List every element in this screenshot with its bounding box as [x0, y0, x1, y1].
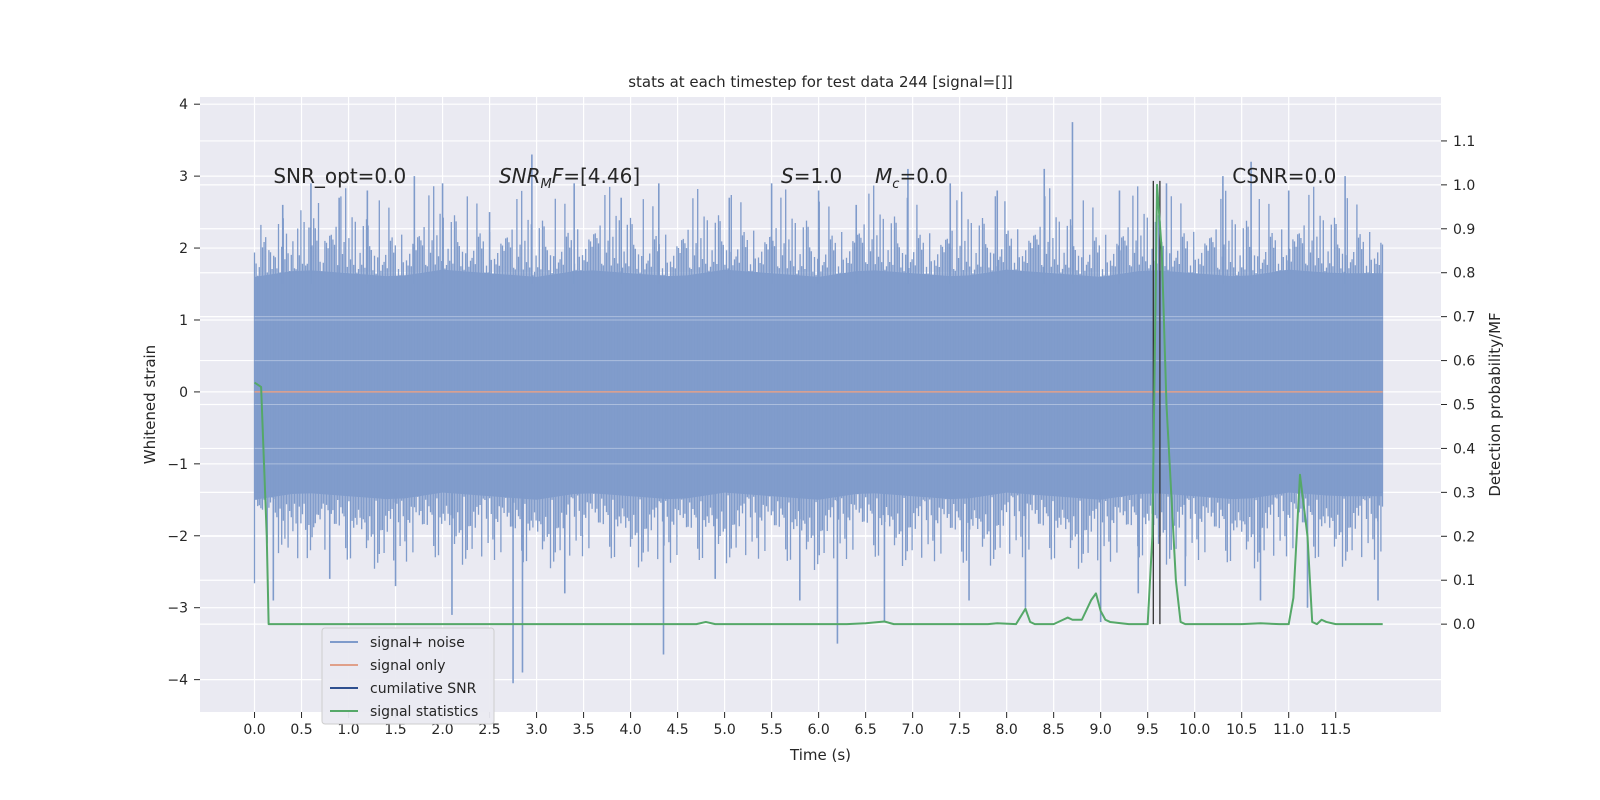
x-tick-label: 3.0	[525, 722, 547, 738]
y-right-tick-label: 0.5	[1453, 398, 1475, 414]
y-axis-left-label: Whitened strain	[141, 345, 159, 464]
chart-title: stats at each timestep for test data 244…	[628, 73, 1013, 91]
annotation: Mc=0.0	[875, 164, 948, 192]
y-left-tick-label: 0	[179, 385, 188, 401]
annotation-part: M	[541, 177, 552, 192]
legend-entry: cumilative SNR	[370, 681, 477, 697]
x-tick-label: 11.5	[1320, 722, 1351, 738]
y-left-tick-label: −4	[167, 673, 188, 689]
y-left-tick-label: 3	[179, 169, 188, 185]
x-tick-label: 0.0	[243, 722, 265, 738]
annotation-part: CSNR=0.0	[1232, 164, 1336, 188]
annotation-part: c	[892, 177, 899, 192]
x-tick-label: 9.5	[1137, 722, 1159, 738]
x-tick-label: 11.0	[1273, 722, 1304, 738]
axes: 0.0 0.5 1.0 1.5 2.0 2.5 3.0 3.5 4.0 4.5 5.0 5.5 6.0 6…	[167, 97, 1475, 738]
y-left-tick-label: −1	[167, 457, 188, 473]
y-right-tick-label: 0.6	[1453, 354, 1475, 370]
x-tick-label: 2.5	[478, 722, 500, 738]
annotation: SNRMF=[4.46]	[499, 164, 640, 192]
annotations: SNR_opt=0.0 SNRMF=[4.46] S=1.0 Mc=0.0 CSNR=0…	[273, 164, 1336, 192]
annotation-part: F	[552, 164, 564, 188]
annotation: S=1.0	[781, 164, 842, 188]
annotation-part: =1.0	[794, 164, 843, 188]
annotation: CSNR=0.0	[1232, 164, 1336, 188]
x-tick-label: 6.0	[807, 722, 829, 738]
x-tick-label: 5.5	[760, 722, 782, 738]
data-layer	[253, 122, 1384, 684]
x-tick-label: 8.0	[996, 722, 1018, 738]
noise-spikes	[253, 185, 1384, 584]
y-right-tick-label: 0.7	[1453, 310, 1475, 326]
legend: signal+ noise signal only cumilative SNR si…	[321, 627, 495, 725]
y-left-tick-label: 1	[179, 313, 188, 329]
y-right-tick-label: 0.3	[1453, 485, 1475, 501]
y-left-tick-label: −3	[167, 601, 188, 617]
y-right-tick-label: 0.2	[1453, 529, 1475, 545]
x-tick-label: 7.0	[902, 722, 924, 738]
x-tick-label: 6.5	[854, 722, 876, 738]
legend-entry: signal statistics	[370, 704, 478, 720]
annotation: SNR_opt=0.0	[273, 164, 406, 188]
x-tick-label: 5.0	[713, 722, 735, 738]
annotation-part: SNR	[499, 164, 541, 188]
y-right-tick-label: 0.4	[1453, 441, 1475, 457]
legend-box	[321, 627, 495, 725]
y-left-tick-label: 4	[179, 97, 188, 113]
y-left-tick-label: 2	[179, 241, 188, 257]
x-tick-label: 10.0	[1179, 722, 1210, 738]
x-tick-label: 9.0	[1090, 722, 1112, 738]
legend-entry: signal only	[370, 658, 445, 674]
x-tick-label: 8.5	[1043, 722, 1065, 738]
y-right-tick-label: 0.0	[1453, 617, 1475, 633]
x-tick-label: 4.0	[619, 722, 641, 738]
x-tick-label: 1.5	[384, 722, 406, 738]
annotation-part: S	[781, 164, 794, 188]
x-tick-label: 3.5	[572, 722, 594, 738]
x-tick-label: 1.0	[337, 722, 359, 738]
x-tick-label: 10.5	[1226, 722, 1257, 738]
x-axis-label: Time (s)	[789, 746, 851, 764]
x-tick-label: 4.5	[666, 722, 688, 738]
y-right-tick-label: 1.0	[1453, 178, 1475, 194]
series-signal-statistics	[253, 183, 1383, 626]
y-axis-right-label: Detection probability/MF	[1486, 312, 1504, 496]
annotation-part: =[4.46]	[563, 164, 640, 188]
x-tick-label: 7.5	[949, 722, 971, 738]
annotation-part: SNR_opt=0.0	[273, 164, 406, 188]
y-left-tick-label: −2	[167, 529, 188, 545]
annotation-part: =0.0	[899, 164, 948, 188]
y-right-tick-label: 0.1	[1453, 573, 1475, 589]
y-right-tick-label: 0.8	[1453, 266, 1475, 282]
legend-entry: signal+ noise	[370, 635, 465, 651]
y-right-tick-label: 1.1	[1453, 134, 1475, 150]
annotation-part: M	[875, 164, 892, 188]
y-right-tick-label: 0.9	[1453, 222, 1475, 238]
x-tick-label: 0.5	[290, 722, 312, 738]
x-tick-label: 2.0	[431, 722, 453, 738]
